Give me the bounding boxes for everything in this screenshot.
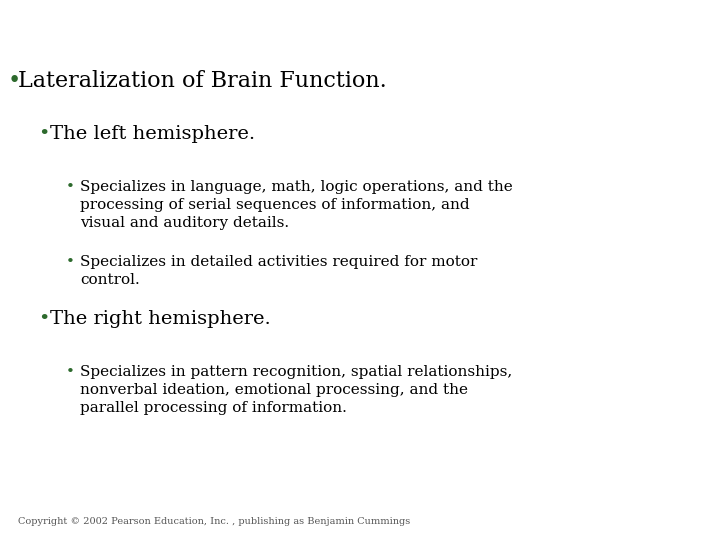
Text: •: •	[38, 125, 50, 143]
Text: •: •	[66, 180, 75, 194]
Text: Lateralization of Brain Function.: Lateralization of Brain Function.	[18, 70, 387, 92]
Text: •: •	[8, 70, 22, 92]
Text: Copyright © 2002 Pearson Education, Inc. , publishing as Benjamin Cummings: Copyright © 2002 Pearson Education, Inc.…	[18, 517, 410, 526]
Text: •: •	[66, 365, 75, 379]
Text: The right hemisphere.: The right hemisphere.	[50, 310, 271, 328]
Text: Specializes in detailed activities required for motor
control.: Specializes in detailed activities requi…	[80, 255, 477, 287]
Text: Specializes in language, math, logic operations, and the
processing of serial se: Specializes in language, math, logic ope…	[80, 180, 513, 230]
Text: •: •	[66, 255, 75, 269]
Text: •: •	[38, 310, 50, 328]
Text: The left hemisphere.: The left hemisphere.	[50, 125, 255, 143]
Text: Specializes in pattern recognition, spatial relationships,
nonverbal ideation, e: Specializes in pattern recognition, spat…	[80, 365, 512, 415]
